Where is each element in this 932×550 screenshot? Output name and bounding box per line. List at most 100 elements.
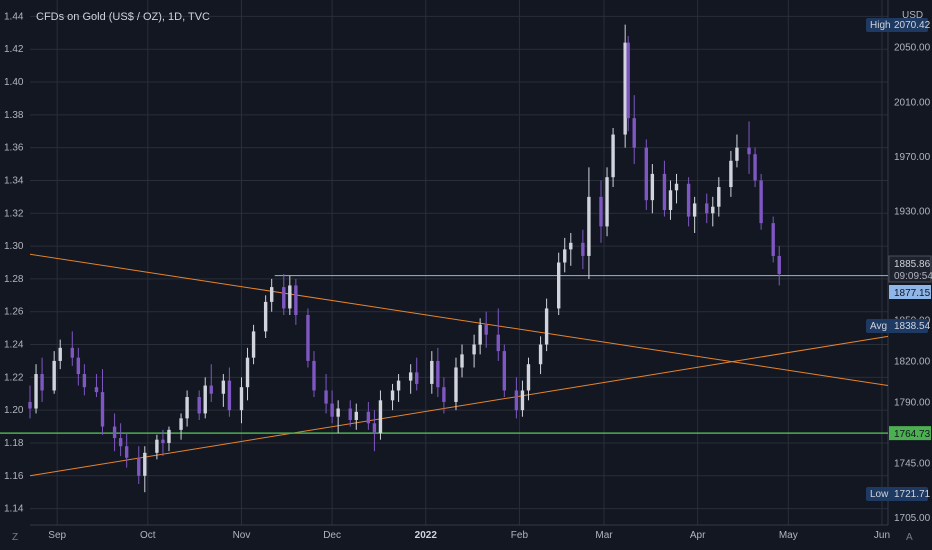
candle	[209, 364, 213, 402]
left-axis-tick-label: 1.32	[4, 208, 24, 219]
x-axis-tick-label: Nov	[233, 530, 251, 541]
candle	[478, 318, 482, 355]
candle-body	[415, 372, 419, 384]
candle-body	[137, 457, 141, 476]
candle	[472, 334, 476, 368]
right-axis-tick-label: 1790.00	[894, 397, 931, 408]
candle	[396, 374, 401, 402]
right-axis-tick-label: 2010.00	[894, 97, 931, 108]
candle	[40, 357, 44, 402]
candle	[312, 351, 316, 398]
x-axis-tick-label: Sep	[48, 530, 66, 541]
candle-body	[581, 242, 585, 256]
candle-body	[526, 364, 531, 391]
candle-body	[717, 187, 721, 207]
candle	[52, 351, 56, 394]
candle-body	[390, 390, 395, 401]
candle-body	[366, 411, 371, 424]
candle-body	[76, 357, 81, 375]
candle-body	[245, 357, 250, 388]
x-axis-tick-label: Dec	[323, 530, 341, 541]
orange-trend-down-line	[29, 253, 889, 387]
right-axis-tick-label: 1970.00	[894, 152, 931, 163]
candle	[203, 377, 207, 419]
candle-body	[354, 411, 358, 420]
candle	[124, 433, 129, 468]
candle	[692, 196, 697, 233]
candle-body	[644, 147, 649, 201]
candle	[544, 298, 549, 352]
candle	[348, 400, 352, 427]
candle-body	[777, 255, 781, 274]
candle	[484, 311, 488, 348]
candle	[759, 173, 763, 230]
candle-body	[520, 390, 525, 411]
candle-body	[227, 380, 232, 411]
candle-body	[460, 354, 464, 368]
candle-body	[112, 426, 117, 439]
avg-tag: Avg 1838.54	[866, 319, 931, 333]
candle-body	[378, 400, 383, 434]
right-axis-tick-label: 1745.00	[894, 459, 931, 470]
candle	[496, 308, 500, 361]
candle	[143, 446, 147, 493]
candle-body	[348, 408, 352, 420]
left-axis-tick-label: 1.14	[4, 504, 24, 515]
blue-level-tag: 1877.15	[889, 285, 931, 299]
candle	[155, 434, 159, 460]
candle-body	[650, 173, 655, 201]
current-price-value: 1885.86	[894, 259, 931, 270]
candle-body	[729, 160, 733, 188]
candle	[587, 167, 591, 279]
orange-trend-up-line	[29, 335, 889, 477]
right-axis-tick-label: 2050.00	[894, 43, 931, 54]
candle	[28, 385, 32, 419]
candle-body	[52, 360, 56, 391]
candle-body	[430, 360, 434, 384]
candle	[294, 278, 298, 325]
candle	[777, 246, 781, 286]
candle	[185, 390, 189, 427]
candle	[366, 401, 371, 430]
candle-body	[632, 118, 636, 148]
candle-body	[203, 385, 207, 414]
high-tag-label: High	[870, 20, 891, 31]
candle	[514, 377, 519, 419]
left-axis-tick-label: 1.28	[4, 274, 24, 285]
left-axis-tick-label: 1.44	[4, 11, 24, 22]
candle-body	[118, 438, 123, 447]
candle-body	[747, 147, 751, 155]
candle-body	[771, 223, 775, 256]
low-tag-value: 1721.71	[894, 489, 931, 500]
candle-body	[330, 403, 334, 417]
candle	[686, 177, 691, 227]
candle	[753, 147, 757, 188]
candle	[729, 150, 733, 197]
candle-body	[209, 385, 213, 394]
candle	[430, 351, 434, 394]
candle	[605, 167, 609, 237]
candle	[626, 36, 630, 132]
candle-body	[221, 380, 226, 394]
candle-body	[82, 374, 87, 388]
candle	[239, 377, 244, 424]
candle-body	[686, 183, 691, 217]
avg-tag-bg	[866, 319, 928, 333]
left-axis-tick-label: 1.18	[4, 438, 24, 449]
candle-body	[711, 206, 715, 214]
candle	[611, 127, 615, 188]
candle-body	[336, 408, 340, 417]
blue-level-value: 1877.15	[894, 288, 931, 299]
candle-body	[674, 183, 679, 191]
candle-body	[623, 42, 627, 135]
current-price-bg	[888, 255, 932, 283]
candle	[705, 193, 709, 224]
candle	[599, 180, 603, 243]
left-axis-tick-label: 1.42	[4, 44, 24, 55]
candle-body	[662, 173, 667, 210]
candle-body	[442, 387, 446, 402]
candle-body	[179, 418, 183, 430]
currency-label: USD	[902, 10, 923, 21]
